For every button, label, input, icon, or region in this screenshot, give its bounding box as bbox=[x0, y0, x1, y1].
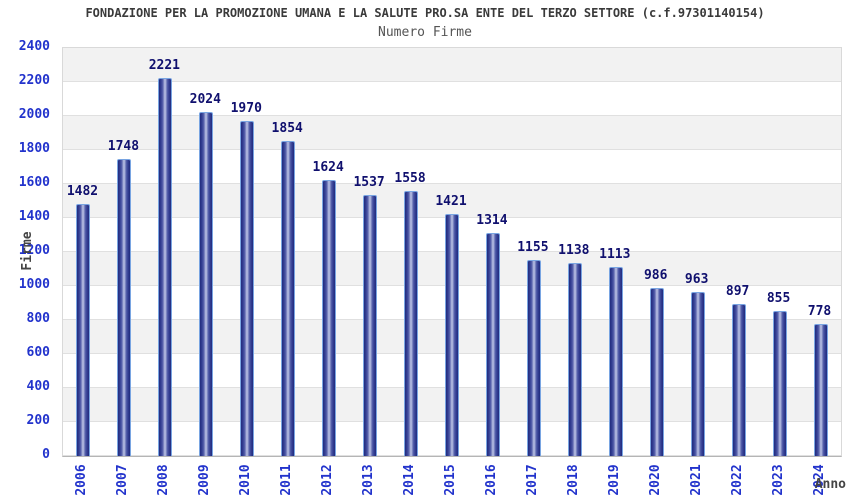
bar-2009 bbox=[199, 111, 214, 456]
y-axis-tick-label: 2200 bbox=[18, 73, 50, 88]
y-axis-tick-label: 2000 bbox=[18, 107, 50, 122]
y-axis-tick-label: 0 bbox=[42, 447, 50, 462]
y-axis-tick-label: 400 bbox=[26, 379, 50, 394]
x-axis-tick-label: 2020 bbox=[647, 464, 663, 496]
x-axis-tick-label: 2010 bbox=[238, 464, 254, 496]
bar-2021 bbox=[690, 292, 705, 456]
x-axis-tick-label: 2016 bbox=[483, 464, 499, 496]
bar-value-label: 1482 bbox=[66, 184, 99, 200]
x-axis-tick-label: 2013 bbox=[361, 464, 377, 496]
bar-2018 bbox=[567, 262, 582, 456]
bar-2010 bbox=[240, 121, 255, 456]
y-axis-tick-label: 600 bbox=[26, 345, 50, 360]
x-axis-tick-label: 2008 bbox=[156, 464, 172, 496]
bar-value-label: 2221 bbox=[148, 58, 181, 74]
bar-2024 bbox=[813, 323, 828, 456]
bar-2022 bbox=[731, 303, 746, 456]
x-axis-tick-label: 2017 bbox=[524, 464, 540, 496]
bar-value-label: 1970 bbox=[230, 101, 262, 117]
bar-value-label: 2024 bbox=[189, 91, 221, 107]
y-axis-tick-label: 1000 bbox=[18, 277, 50, 292]
bar-2011 bbox=[281, 140, 296, 456]
plot-area bbox=[62, 47, 842, 457]
y-axis-title: Firme bbox=[20, 231, 35, 271]
bar-2007 bbox=[117, 158, 132, 456]
x-axis-tick-label: 2009 bbox=[197, 464, 213, 496]
y-axis-tick-label: 2400 bbox=[18, 39, 50, 54]
bar-value-label: 1624 bbox=[312, 159, 344, 175]
chart-subtitle: Numero Firme bbox=[378, 25, 472, 40]
bar-2023 bbox=[772, 310, 787, 456]
y-axis-tick-label: 1600 bbox=[18, 175, 50, 190]
bar-value-label: 1421 bbox=[435, 194, 467, 210]
bar-2020 bbox=[649, 288, 664, 456]
bar-value-label: 963 bbox=[684, 272, 709, 288]
bar-2014 bbox=[404, 191, 419, 456]
bar-value-label: 897 bbox=[725, 283, 750, 299]
x-axis-tick-label: 2021 bbox=[688, 464, 704, 496]
bar-value-label: 778 bbox=[807, 303, 832, 319]
bar-value-label: 1155 bbox=[517, 239, 549, 255]
x-axis-tick-label: 2022 bbox=[729, 464, 745, 496]
x-axis-tick-label: 2015 bbox=[443, 464, 458, 496]
bar-value-label: 1537 bbox=[353, 174, 385, 190]
bar-2017 bbox=[526, 259, 541, 456]
x-axis-tick-label: 2011 bbox=[279, 464, 295, 496]
bar-value-label: 1314 bbox=[476, 212, 508, 228]
bar-value-label: 1138 bbox=[558, 242, 590, 258]
bar-2008 bbox=[158, 78, 173, 456]
x-axis-tick-label: 2012 bbox=[320, 464, 336, 496]
bar-value-label: 1854 bbox=[271, 120, 303, 136]
bar-2019 bbox=[608, 266, 623, 456]
x-axis-tick-label: 2018 bbox=[565, 464, 581, 496]
x-axis-tick-label: 2006 bbox=[74, 464, 90, 496]
bar-value-label: 1748 bbox=[107, 138, 140, 154]
chart-title: FONDAZIONE PER LA PROMOZIONE UMANA E LA … bbox=[85, 6, 765, 20]
x-axis-tick-label: 2019 bbox=[606, 464, 622, 496]
bar-value-label: 986 bbox=[643, 268, 668, 284]
bar-2013 bbox=[363, 194, 378, 456]
bar-value-label: 855 bbox=[766, 290, 791, 306]
x-axis-title: Anno bbox=[814, 477, 846, 492]
bar-value-label: 1558 bbox=[394, 171, 426, 187]
y-axis-tick-label: 1800 bbox=[18, 141, 50, 156]
bar-2015 bbox=[445, 214, 459, 456]
bar-2016 bbox=[485, 232, 500, 456]
bar-2012 bbox=[322, 179, 337, 456]
x-axis-tick-label: 2007 bbox=[115, 464, 131, 496]
y-axis-tick-label: 800 bbox=[26, 311, 50, 326]
x-axis-tick-label: 2023 bbox=[770, 464, 786, 496]
y-axis-tick-label: 1200 bbox=[18, 243, 50, 258]
bar-2006 bbox=[76, 204, 91, 456]
y-axis-tick-label: 1400 bbox=[18, 209, 50, 224]
x-axis-tick-label: 2014 bbox=[402, 464, 418, 496]
bar-value-label: 1113 bbox=[599, 246, 631, 262]
y-axis-tick-label: 200 bbox=[26, 413, 50, 428]
